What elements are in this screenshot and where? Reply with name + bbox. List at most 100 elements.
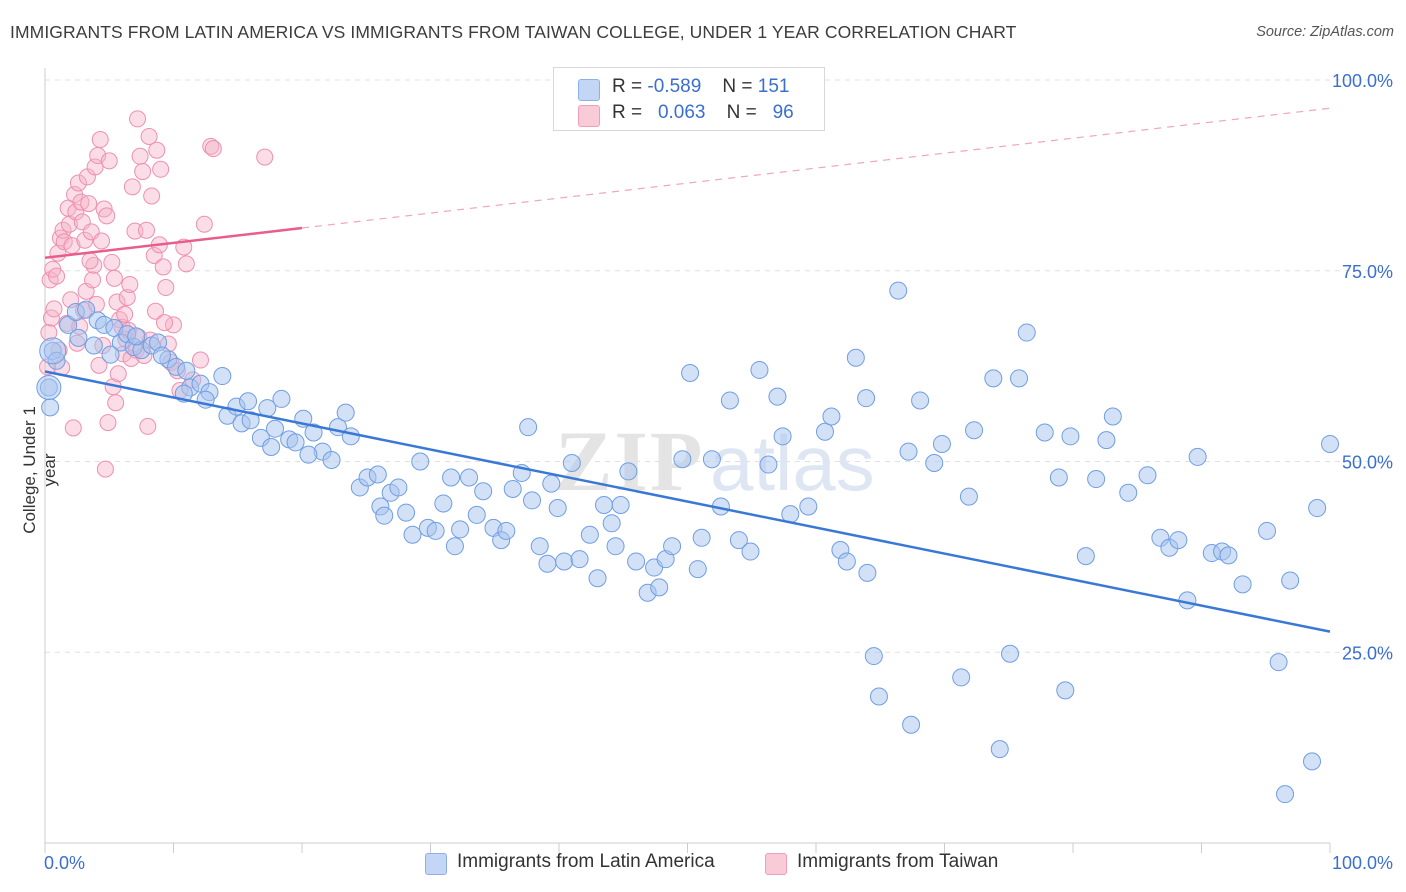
latin-america-point [1321,434,1339,453]
latin-america-point [241,411,260,430]
latin-america-point [1258,521,1277,540]
taiwan-point [91,131,109,149]
tick-labels: 25.0% 50.0% 75.0% 100.0% 0.0% 100.0% [44,71,1393,873]
chart-title: IMMIGRANTS FROM LATIN AMERICA VS IMMIGRA… [10,22,1017,42]
latin-america-point [460,468,479,487]
taiwan-point [177,255,195,273]
latin-america-point [673,450,692,469]
latin-america-point [959,487,978,506]
latin-america-point [77,300,96,319]
watermark-atlas: atlas [710,419,875,507]
latin-america-point [562,454,581,473]
latin-america-point [1076,547,1095,566]
latin-america-point [858,563,877,582]
latin-america-point [741,542,760,561]
latin-america-point [39,337,67,365]
latin-america-point [84,336,103,355]
latin-america-point [1119,483,1138,502]
latin-america-point [846,348,865,367]
latin-america-point [681,363,700,382]
latin-america-point [1219,546,1238,565]
taiwan-point [131,147,149,165]
taiwan-point [90,356,108,374]
latin-america-point [474,482,493,501]
legend-r-value: -0.589 [647,76,702,97]
latin-america-point [304,423,323,442]
latin-america-point [594,495,613,514]
latin-america-point [1276,785,1295,804]
latin-america-point [602,514,621,533]
trend-lines [44,107,1331,633]
latin-america-point [523,491,542,510]
latin-america-point [965,421,984,440]
latin-america-point [799,497,818,516]
taiwan-point [116,305,134,323]
taiwan-point [95,200,113,218]
taiwan-point [140,127,158,145]
bottom-legend-swatch-blue [425,853,447,875]
latin-america-point [1138,466,1157,485]
latin-america-point [1233,575,1252,594]
latin-america-point [869,687,888,706]
latin-america-point [990,740,1009,759]
taiwan-point [148,141,166,159]
latin-america-point [397,503,416,522]
latin-america-point [627,552,646,571]
latin-america-point [389,478,408,497]
y-tick-label: 50.0% [1342,453,1393,473]
taiwan-point [152,160,170,178]
latin-america-point [503,479,522,498]
taiwan-point [121,275,139,293]
latin-america-point [1049,468,1068,487]
x-tick-label: 100.0% [1332,853,1393,873]
latin-america-point [688,560,707,579]
latin-america-point [952,668,971,687]
latin-america-point [619,462,638,481]
taiwan-point [129,110,147,128]
taiwan-point [93,232,111,250]
taiwan-trend-extension [301,107,1331,229]
latin-america-point [932,434,951,453]
latin-america-point [815,422,834,441]
taiwan-point [98,207,116,225]
latin-america-point [101,345,120,364]
latin-america-point [1010,369,1029,388]
taiwan-point [45,300,63,318]
latin-america-point [1056,681,1075,700]
latin-america-point [1308,499,1327,518]
taiwan-point [103,253,121,271]
latin-america-point [1017,323,1036,342]
latin-america-point [497,521,516,540]
latin-america-point [445,537,464,556]
latin-america-point [152,346,171,365]
latin-america-point [555,552,574,571]
latin-america-point [1035,423,1054,442]
source-label: Source: ZipAtlas.com [1256,24,1394,40]
latin-america-point [692,528,711,547]
taiwan-point [145,246,163,264]
latin-america-point [375,506,394,525]
latin-america-point [322,450,341,469]
taiwan-point [100,152,118,170]
taiwan-point [134,163,152,181]
x-tick-label: 0.0% [44,853,85,873]
latin-america-point [411,452,430,471]
latin-america-point [177,361,196,380]
taiwan-point [195,215,213,233]
latin-america-point [239,392,258,411]
legend-swatch-pink [578,105,600,127]
latin-america-point [857,389,876,408]
latin-america-point [467,505,486,524]
latin-america-point [729,531,748,550]
latin-america-point [403,525,422,544]
taiwan-point [80,195,98,213]
latin-america-point [1061,427,1080,446]
latin-america-point [341,427,360,446]
latin-america-point [368,465,387,484]
latin-america-point [822,407,841,426]
taiwan-point [69,174,87,192]
latin-america-point [984,369,1003,388]
latin-america-point [213,367,232,386]
taiwan-point [202,137,220,155]
